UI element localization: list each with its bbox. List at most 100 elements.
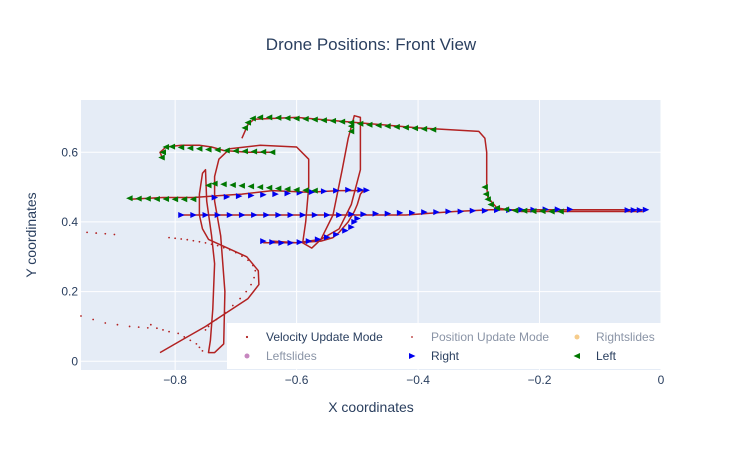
- position-point: [222, 246, 225, 249]
- left-marker: [265, 184, 273, 191]
- right-marker: [287, 239, 295, 246]
- legend-label: Rightslides: [596, 330, 655, 344]
- right-marker: [314, 236, 322, 243]
- right-marker: [351, 218, 358, 225]
- x-tick-label: 0: [658, 373, 665, 387]
- left-marker: [402, 124, 409, 131]
- left-marker: [259, 148, 267, 155]
- left-marker: [158, 154, 165, 161]
- right-marker: [323, 234, 331, 241]
- position-point: [80, 315, 82, 317]
- right-marker: [433, 209, 440, 216]
- position-point: [183, 336, 186, 338]
- left-marker: [256, 114, 264, 121]
- right-marker: [336, 211, 343, 218]
- left-marker: [159, 149, 166, 156]
- position-point: [228, 248, 231, 251]
- right-marker: [348, 211, 355, 218]
- legend-label: Velocity Update Mode: [266, 330, 383, 344]
- left-marker: [502, 206, 510, 213]
- position-point: [192, 239, 195, 242]
- right-marker: [342, 227, 349, 234]
- position-point: [215, 318, 218, 321]
- left-marker: [302, 187, 309, 194]
- right-marker: [457, 208, 465, 215]
- left-marker: [557, 208, 564, 215]
- right-marker: [275, 211, 282, 218]
- right-marker: [518, 206, 525, 213]
- position-point: [177, 332, 180, 335]
- left-marker: [429, 126, 437, 133]
- y-tick-label: 0.4: [61, 215, 78, 229]
- legend-item-right[interactable]: Right: [409, 349, 460, 363]
- x-axis-title: X coordinates: [328, 399, 414, 415]
- left-marker: [293, 186, 300, 193]
- left-marker: [144, 195, 151, 202]
- legend-item-velocity-update-mode[interactable]: Velocity Update Mode: [245, 330, 383, 344]
- position-point: [104, 322, 107, 324]
- legend-item-leftslides[interactable]: Leftslides: [244, 349, 317, 363]
- left-marker: [539, 208, 546, 215]
- series-velocity-update-mode: [159, 144, 273, 160]
- right-marker: [348, 224, 355, 231]
- left-marker: [249, 115, 256, 122]
- position-point: [174, 237, 177, 240]
- position-point: [104, 232, 107, 235]
- right-marker: [269, 239, 276, 246]
- left-marker: [293, 115, 300, 122]
- position-point: [216, 244, 219, 247]
- series-velocity-update-mode: [159, 114, 362, 354]
- position-point: [204, 241, 207, 244]
- right-marker: [354, 215, 361, 222]
- velocity-path-line: [241, 116, 643, 213]
- legend-item-position-update-mode[interactable]: Position Update Mode: [411, 330, 549, 344]
- left-marker: [484, 196, 491, 203]
- velocity-path-line: [159, 114, 362, 354]
- position-point: [245, 290, 248, 293]
- right-marker: [260, 191, 267, 198]
- right-marker: [469, 207, 477, 214]
- legend-swatch: [573, 353, 580, 359]
- left-marker: [384, 123, 391, 130]
- position-point: [189, 339, 192, 342]
- right-marker: [202, 211, 210, 218]
- right-marker: [630, 207, 638, 214]
- position-point: [137, 326, 140, 329]
- legend-swatch: [411, 336, 413, 338]
- x-tick-label: −0.6: [285, 373, 309, 387]
- position-point: [168, 330, 170, 333]
- legend[interactable]: Velocity Update Mode Position Update Mode…: [227, 323, 669, 369]
- left-marker: [365, 121, 373, 128]
- left-marker: [520, 207, 528, 214]
- y-axis-title: Y coordinates: [23, 192, 39, 277]
- right-marker: [333, 231, 340, 238]
- y-tick-label: 0: [71, 354, 78, 368]
- position-point: [149, 323, 152, 326]
- right-marker: [642, 206, 650, 213]
- y-tick-label: 0.2: [61, 285, 78, 299]
- x-tick-label: −0.4: [406, 373, 430, 387]
- legend-item-left[interactable]: Left: [573, 349, 617, 363]
- left-marker: [153, 195, 160, 202]
- left-marker: [311, 187, 318, 194]
- right-marker: [296, 239, 304, 246]
- left-marker: [195, 145, 203, 152]
- legend-label: Leftslides: [266, 349, 317, 363]
- right-marker: [566, 206, 574, 213]
- left-marker: [214, 146, 221, 153]
- left-marker: [189, 196, 197, 203]
- right-marker: [624, 207, 632, 214]
- left-marker: [232, 147, 239, 154]
- left-marker: [177, 144, 185, 151]
- right-marker: [323, 211, 331, 218]
- legend-label: Right: [431, 349, 460, 363]
- position-point: [254, 269, 257, 272]
- right-marker: [554, 206, 562, 213]
- position-point: [198, 240, 201, 243]
- position-point: [186, 238, 189, 241]
- left-marker: [241, 148, 248, 155]
- left-marker: [320, 117, 327, 124]
- right-marker: [481, 207, 489, 214]
- legend-item-rightslides[interactable]: Rightslides: [574, 330, 655, 344]
- position-point: [201, 349, 204, 352]
